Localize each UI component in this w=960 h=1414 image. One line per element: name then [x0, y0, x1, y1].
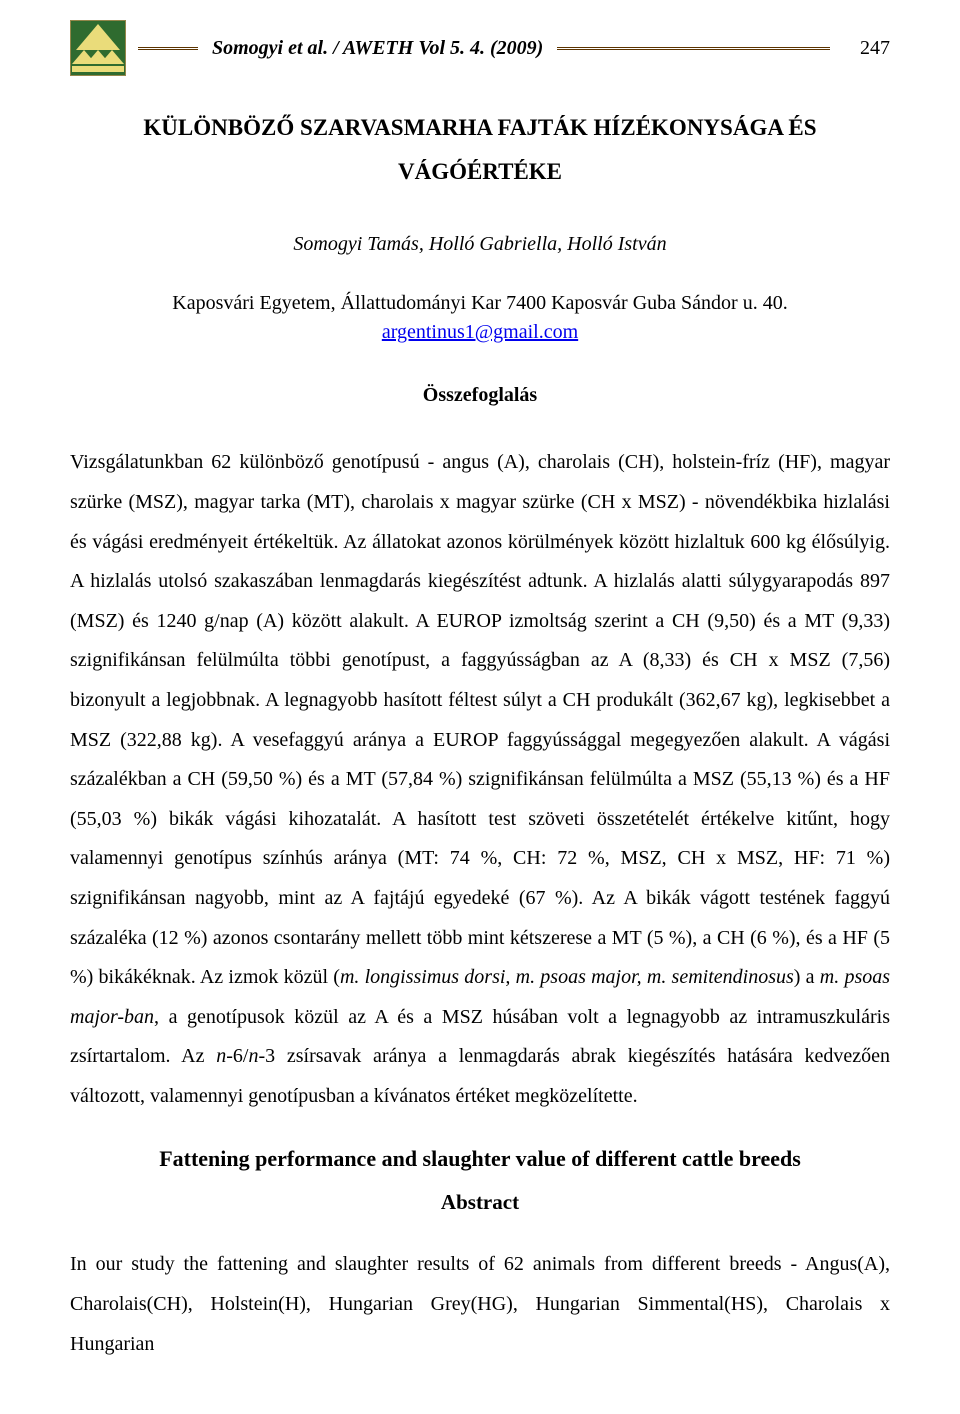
affiliation: Kaposvári Egyetem, Állattudományi Kar 74…	[70, 292, 890, 315]
abstract-body: In our study the fattening and slaughter…	[70, 1245, 890, 1364]
page-number: 247	[850, 37, 890, 60]
page-header: Somogyi et al. / AWETH Vol 5. 4. (2009) …	[70, 20, 890, 76]
article-title: KÜLÖNBÖZŐ SZARVASMARHA FAJTÁK HÍZÉKONYSÁ…	[70, 106, 890, 193]
journal-logo-icon	[70, 20, 126, 76]
email-link[interactable]: argentinus1@gmail.com	[382, 321, 578, 343]
summary-body: Vizsgálatunkban 62 különböző genotípusú …	[70, 443, 890, 1116]
article-title-line2: VÁGÓÉRTÉKE	[398, 159, 562, 184]
summary-heading: Összefoglalás	[70, 384, 890, 407]
article-title-line1: KÜLÖNBÖZŐ SZARVASMARHA FAJTÁK HÍZÉKONYSÁ…	[143, 115, 816, 140]
header-rule-left	[138, 47, 198, 50]
contact-email: argentinus1@gmail.com	[70, 321, 890, 344]
english-title: Fattening performance and slaughter valu…	[70, 1146, 890, 1172]
authors: Somogyi Tamás, Holló Gabriella, Holló Is…	[70, 233, 890, 256]
abstract-heading: Abstract	[70, 1190, 890, 1215]
running-title: Somogyi et al. / AWETH Vol 5. 4. (2009)	[212, 37, 543, 60]
header-rule-right	[557, 47, 830, 50]
